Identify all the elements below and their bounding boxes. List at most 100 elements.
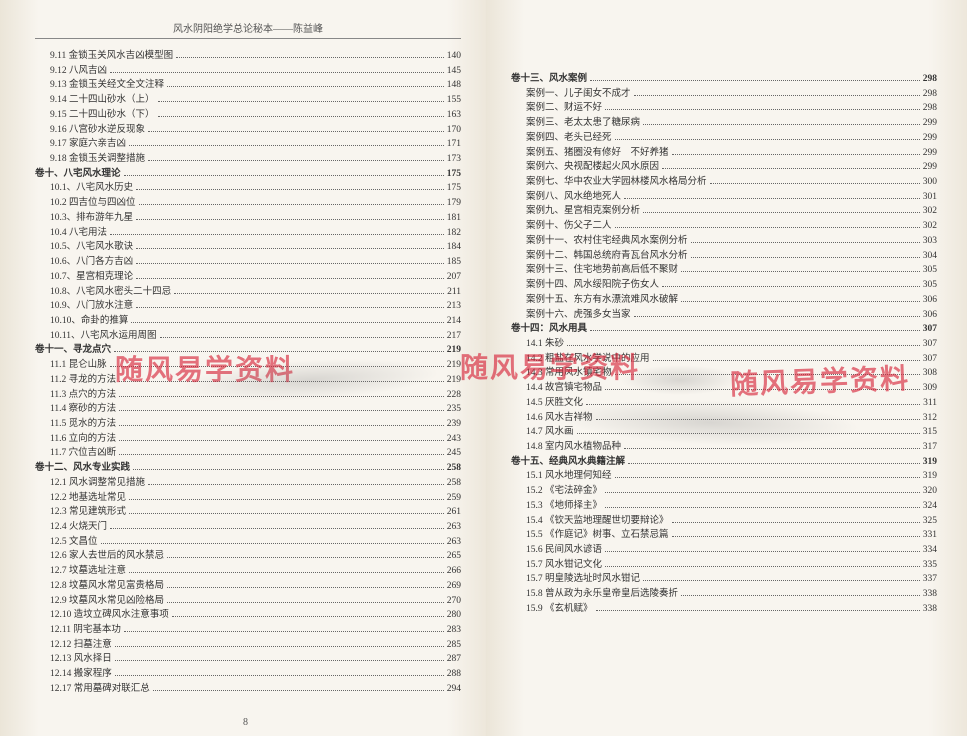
toc-dots [119,425,444,426]
toc-title: 12.14 搬家程序 [50,667,112,682]
toc-title: 案例八、风水绝地死人 [526,190,621,205]
toc-title: 案例十四、风水绥阳院子伤女人 [526,278,659,293]
toc-dots [148,131,444,132]
toc-page-number: 305 [923,278,937,293]
toc-entry: 案例十二、韩国总统府青瓦台风水分析304 [511,249,937,264]
toc-entry: 11.7 穴位吉凶断245 [35,446,461,461]
toc-page-number: 184 [447,240,461,255]
toc-page-number: 299 [923,160,937,175]
toc-page-number: 338 [923,587,937,602]
toc-title: 12.7 坟墓选址注意 [50,564,126,579]
toc-dots [148,484,444,485]
toc-entry: 案例二、财运不好298 [511,101,937,116]
toc-entry: 11.1 昆仑山脉219 [35,358,461,373]
toc-entry: 9.16 八宫砂水逆反现象170 [35,123,461,138]
toc-entry: 案例三、老太太患了糖尿病299 [511,116,937,131]
toc-entry: 14.2 粗盐在风水学说中的应用307 [511,352,937,367]
toc-page-number: 306 [923,293,937,308]
toc-entry: 12.4 火烧天门263 [35,520,461,535]
toc-entry: 14.8 室内风水植物品种317 [511,440,937,455]
toc-entry: 案例十六、虎强多女当家306 [511,308,937,323]
toc-title: 9.13 金锁玉关经文全文注释 [50,78,164,93]
toc-entry: 12.1 风水调整常见措施258 [35,476,461,491]
toc-page-number: 219 [447,373,461,388]
toc-title: 9.12 八风吉凶 [50,64,107,79]
toc-page-number: 325 [923,514,937,529]
toc-dots [634,95,920,96]
toc-page-number: 307 [923,352,937,367]
toc-title: 12.17 常用墓碑对联汇总 [50,682,150,697]
toc-title: 11.7 穴位吉凶断 [50,446,116,461]
toc-entry: 卷十二、风水专业实践258 [35,461,461,476]
toc-title: 15.7 明皇陵选址时风水钳记 [526,572,640,587]
toc-page-number: 283 [447,623,461,638]
toc-entry: 9.12 八风吉凶145 [35,64,461,79]
toc-entry: 12.5 文昌位263 [35,535,461,550]
toc-page-number: 235 [447,402,461,417]
toc-page-number: 280 [447,608,461,623]
toc-title: 14.3 常用风水镇宅物 [526,366,612,381]
toc-title: 10.6、八门各方吉凶 [50,255,133,270]
toc-dots [119,396,444,397]
toc-page-number: 175 [447,167,461,182]
toc-title: 11.5 觅水的方法 [50,417,116,432]
toc-page-number: 171 [447,137,461,152]
toc-page-number: 173 [447,152,461,167]
toc-dots [119,454,444,455]
toc-dots [615,227,920,228]
toc-page-number: 170 [447,123,461,138]
page-number-left: 8 [243,717,248,728]
toc-title: 14.8 室内风水植物品种 [526,440,621,455]
toc-dots [615,477,920,478]
toc-dots [115,675,444,676]
toc-title: 卷十四：风水用具 [511,322,587,337]
toc-title: 12.9 坟墓风水常见凶险格局 [50,594,164,609]
toc-dots [153,690,444,691]
toc-entry: 10.7、星宫相克理论207 [35,270,461,285]
toc-page-number: 214 [447,314,461,329]
toc-page-number: 308 [923,366,937,381]
toc-title: 卷十二、风水专业实践 [35,461,130,476]
toc-title: 12.3 常见建筑形式 [50,505,126,520]
toc-page-number: 335 [923,558,937,573]
toc-entry: 15.7 风水钳记文化335 [511,558,937,573]
toc-title: 9.18 金锁玉关调整措施 [50,152,145,167]
toc-dots [615,139,920,140]
toc-title: 12.8 坟墓风水常见富贵格局 [50,579,164,594]
toc-page-number: 211 [447,285,461,300]
toc-page-number: 182 [447,226,461,241]
toc-dots [172,616,444,617]
toc-title: 9.14 二十四山砂水（上） [50,93,155,108]
toc-title: 卷十一、寻龙点穴 [35,343,111,358]
toc-entry: 15.7 明皇陵选址时风水钳记337 [511,572,937,587]
toc-entry: 12.17 常用墓碑对联汇总294 [35,682,461,697]
toc-page-number: 140 [447,49,461,64]
toc-title: 14.6 风水吉祥物 [526,411,593,426]
toc-title: 案例一、儿子闺女不成才 [526,87,631,102]
toc-page-number: 324 [923,499,937,514]
toc-dots [605,389,920,390]
toc-entry: 卷十、八宅风水理论175 [35,167,461,182]
toc-title: 卷十五、经典风水典籍注解 [511,455,625,470]
toc-entry: 15.9 《玄机赋》338 [511,602,937,617]
toc-entry: 案例十、伤父子二人302 [511,219,937,234]
toc-entry: 案例十三、住宅地势前高后低不聚财305 [511,263,937,278]
toc-entry: 14.7 风水画315 [511,425,937,440]
toc-page-number: 338 [923,602,937,617]
toc-page-number: 219 [447,343,461,358]
toc-entry: 15.6 民间风水谚语334 [511,543,937,558]
toc-title: 案例四、老头已经死 [526,131,612,146]
toc-dots [681,301,920,302]
toc-dots [662,168,920,169]
toc-page-number: 298 [923,87,937,102]
toc-title: 12.2 地基选址常见 [50,491,126,506]
toc-entry: 10.6、八门各方吉凶185 [35,255,461,270]
toc-page-number: 263 [447,520,461,535]
toc-dots [129,499,444,500]
toc-title: 案例十五、东方有水漂流难风水破解 [526,293,678,308]
toc-dots [628,463,920,464]
toc-dots [605,109,920,110]
toc-title: 10.5、八宅风水歌诀 [50,240,133,255]
toc-entry: 12.11 阴宅基本功283 [35,623,461,638]
toc-dots [158,101,444,102]
